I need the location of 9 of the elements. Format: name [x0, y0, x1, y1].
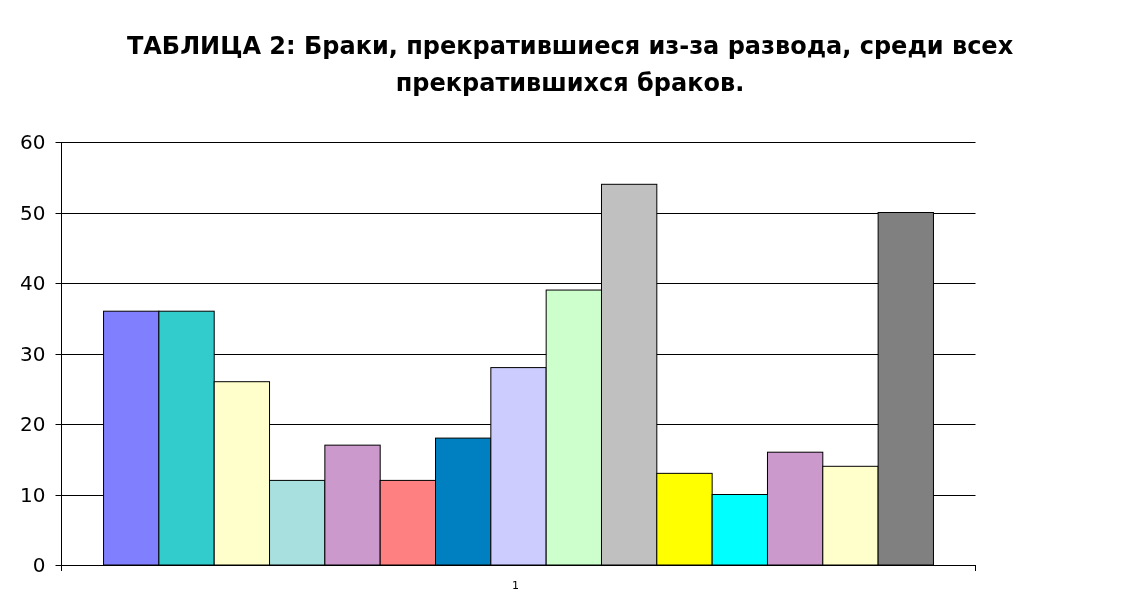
y-tick-label: 0 [32, 553, 46, 578]
y-tick-label: 40 [20, 271, 46, 296]
y-tick-label: 50 [20, 200, 46, 225]
y-tick-label: 10 [20, 482, 46, 507]
chart-title: ТАБЛИЦА 2: Браки, прекратившиеся из-за развода, среди всех прекратившихся браков. [126, 32, 1014, 97]
y-tick-label: 30 [20, 341, 46, 366]
y-tick-label: 60 [20, 130, 46, 155]
x-tick-label: 1 [512, 579, 519, 592]
y-tick-label: 20 [20, 412, 46, 437]
